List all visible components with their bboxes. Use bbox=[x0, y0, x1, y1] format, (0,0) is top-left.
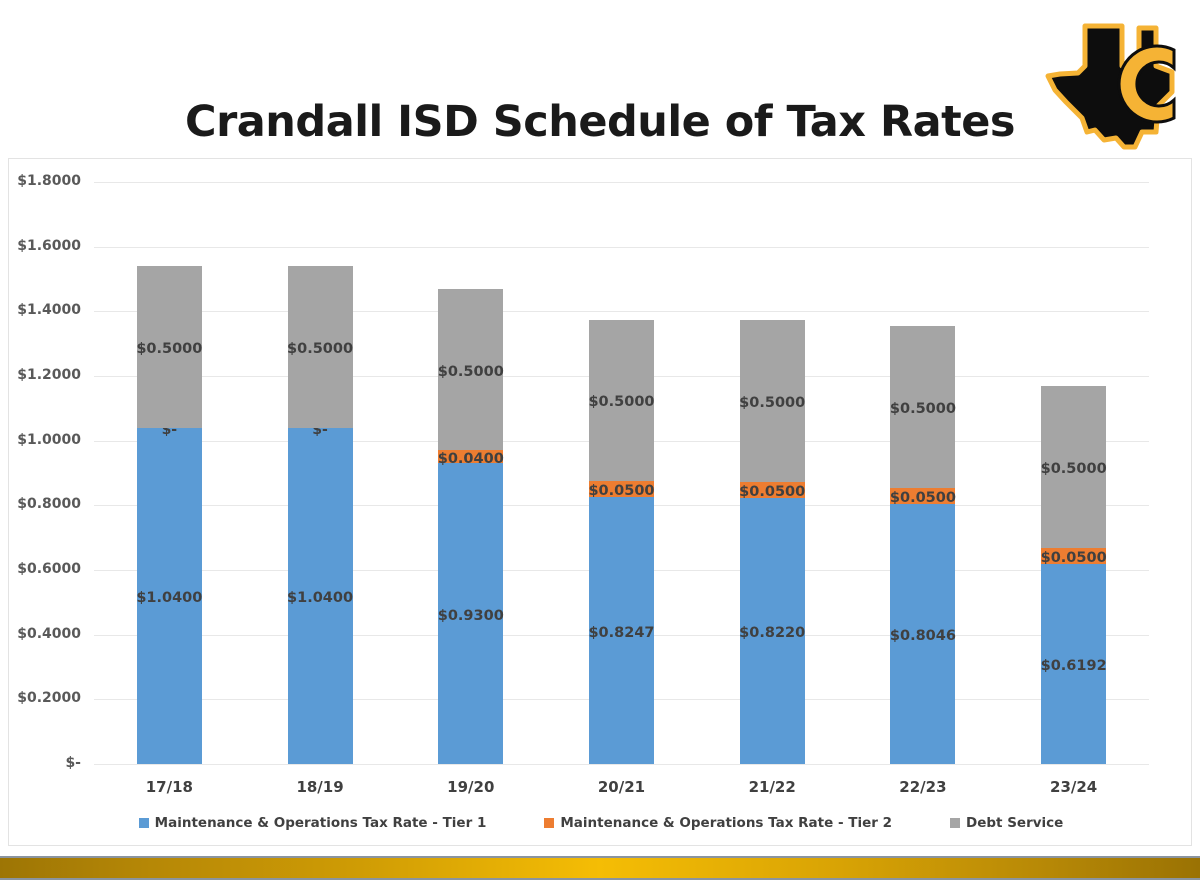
bar-segment[interactable] bbox=[438, 288, 504, 451]
bar-segment[interactable] bbox=[287, 427, 353, 764]
legend-label: Maintenance & Operations Tax Rate - Tier… bbox=[560, 815, 893, 831]
bar-segment[interactable] bbox=[438, 450, 504, 464]
legend-label: Debt Service bbox=[966, 815, 1064, 831]
y-axis-tick-label: $- bbox=[65, 755, 81, 771]
bar-segment[interactable] bbox=[890, 487, 956, 504]
y-axis-tick-label: $1.8000 bbox=[17, 173, 81, 189]
bar-segment[interactable] bbox=[287, 266, 353, 428]
footer-accent-bar bbox=[0, 856, 1200, 880]
y-axis-tick-label: $1.2000 bbox=[17, 367, 81, 383]
x-axis-tick-label: 18/19 bbox=[296, 778, 344, 796]
y-axis-tick-label: $0.8000 bbox=[17, 496, 81, 513]
y-axis-tick-label: $0.2000 bbox=[17, 690, 81, 707]
x-axis-tick-label: 23/24 bbox=[1050, 778, 1098, 796]
bar-stack[interactable]: $1.0400 $- $0.5000 bbox=[136, 182, 202, 764]
x-axis-tick-label: 17/18 bbox=[145, 778, 193, 796]
legend-label: Maintenance & Operations Tax Rate - Tier… bbox=[154, 815, 487, 831]
bar-segment[interactable] bbox=[890, 326, 956, 488]
y-axis-tick-label: $1.4000 bbox=[17, 302, 81, 319]
bar-stack[interactable]: $0.8220 $0.0500 $0.5000 bbox=[739, 182, 805, 764]
bar-stack[interactable]: $0.9300 $0.0400 $0.5000 bbox=[438, 182, 504, 764]
bar-segment[interactable] bbox=[1041, 563, 1107, 764]
bar-segment[interactable] bbox=[1041, 385, 1107, 548]
bar-segment[interactable] bbox=[438, 463, 504, 764]
bar-segment[interactable] bbox=[136, 427, 202, 764]
letter-c-icon bbox=[1117, 44, 1176, 124]
bar-segment[interactable] bbox=[589, 319, 654, 482]
legend-item[interactable]: Maintenance & Operations Tax Rate - Tier… bbox=[544, 815, 892, 831]
bar-segment[interactable] bbox=[589, 481, 654, 498]
plot-area: $1.0400 $- $0.5000 $1.0400 $- $0.5000 $0.9300 $… bbox=[94, 182, 1149, 765]
chart-legend: Maintenance & Operations Tax Rate - Tier… bbox=[9, 815, 1193, 831]
gridline bbox=[94, 246, 1149, 248]
y-axis-tick-label: $0.6000 bbox=[17, 561, 81, 577]
y-axis-tick-label: $0.4000 bbox=[17, 625, 81, 642]
y-axis-tick-label: $1.6000 bbox=[17, 237, 81, 254]
bar-stack[interactable]: $0.8247 $0.0500 $0.5000 bbox=[588, 182, 655, 764]
legend-swatch-icon bbox=[950, 818, 961, 828]
x-axis-tick-label: 22/23 bbox=[899, 778, 947, 796]
gridline bbox=[94, 311, 1149, 313]
x-axis-tick-label: 20/21 bbox=[597, 778, 646, 796]
x-axis-tick-label: 19/20 bbox=[447, 778, 495, 796]
bar-segment[interactable] bbox=[739, 482, 805, 499]
bar-stack[interactable]: $0.6192 $0.0500 $0.5000 bbox=[1041, 182, 1107, 764]
y-axis-tick-label: $1.0000 bbox=[17, 431, 81, 448]
x-axis-tick-label: 21/22 bbox=[748, 778, 796, 796]
legend-item[interactable]: Debt Service bbox=[950, 815, 1063, 831]
legend-swatch-icon bbox=[138, 818, 149, 828]
bar-segment[interactable] bbox=[739, 320, 805, 483]
bar-stack[interactable]: $1.0400 $- $0.5000 bbox=[287, 182, 353, 764]
gridline bbox=[94, 182, 1149, 183]
bar-segment[interactable] bbox=[739, 498, 805, 764]
bar-segment[interactable] bbox=[1041, 547, 1107, 564]
legend-swatch-icon bbox=[544, 818, 555, 828]
crandall-isd-logo bbox=[1038, 14, 1198, 159]
gridline bbox=[94, 764, 1149, 765]
chart-container: $1.0400 $- $0.5000 $1.0400 $- $0.5000 $0.9300 $… bbox=[8, 158, 1192, 846]
bar-segment[interactable] bbox=[589, 497, 654, 764]
bar-stack[interactable]: $0.8046 $0.0500 $0.5000 bbox=[890, 182, 956, 764]
bar-segment[interactable] bbox=[136, 266, 202, 428]
bar-segment[interactable] bbox=[890, 503, 956, 764]
legend-item[interactable]: Maintenance & Operations Tax Rate - Tier… bbox=[138, 815, 487, 831]
page-title: Crandall ISD Schedule of Tax Rates bbox=[185, 97, 1015, 147]
